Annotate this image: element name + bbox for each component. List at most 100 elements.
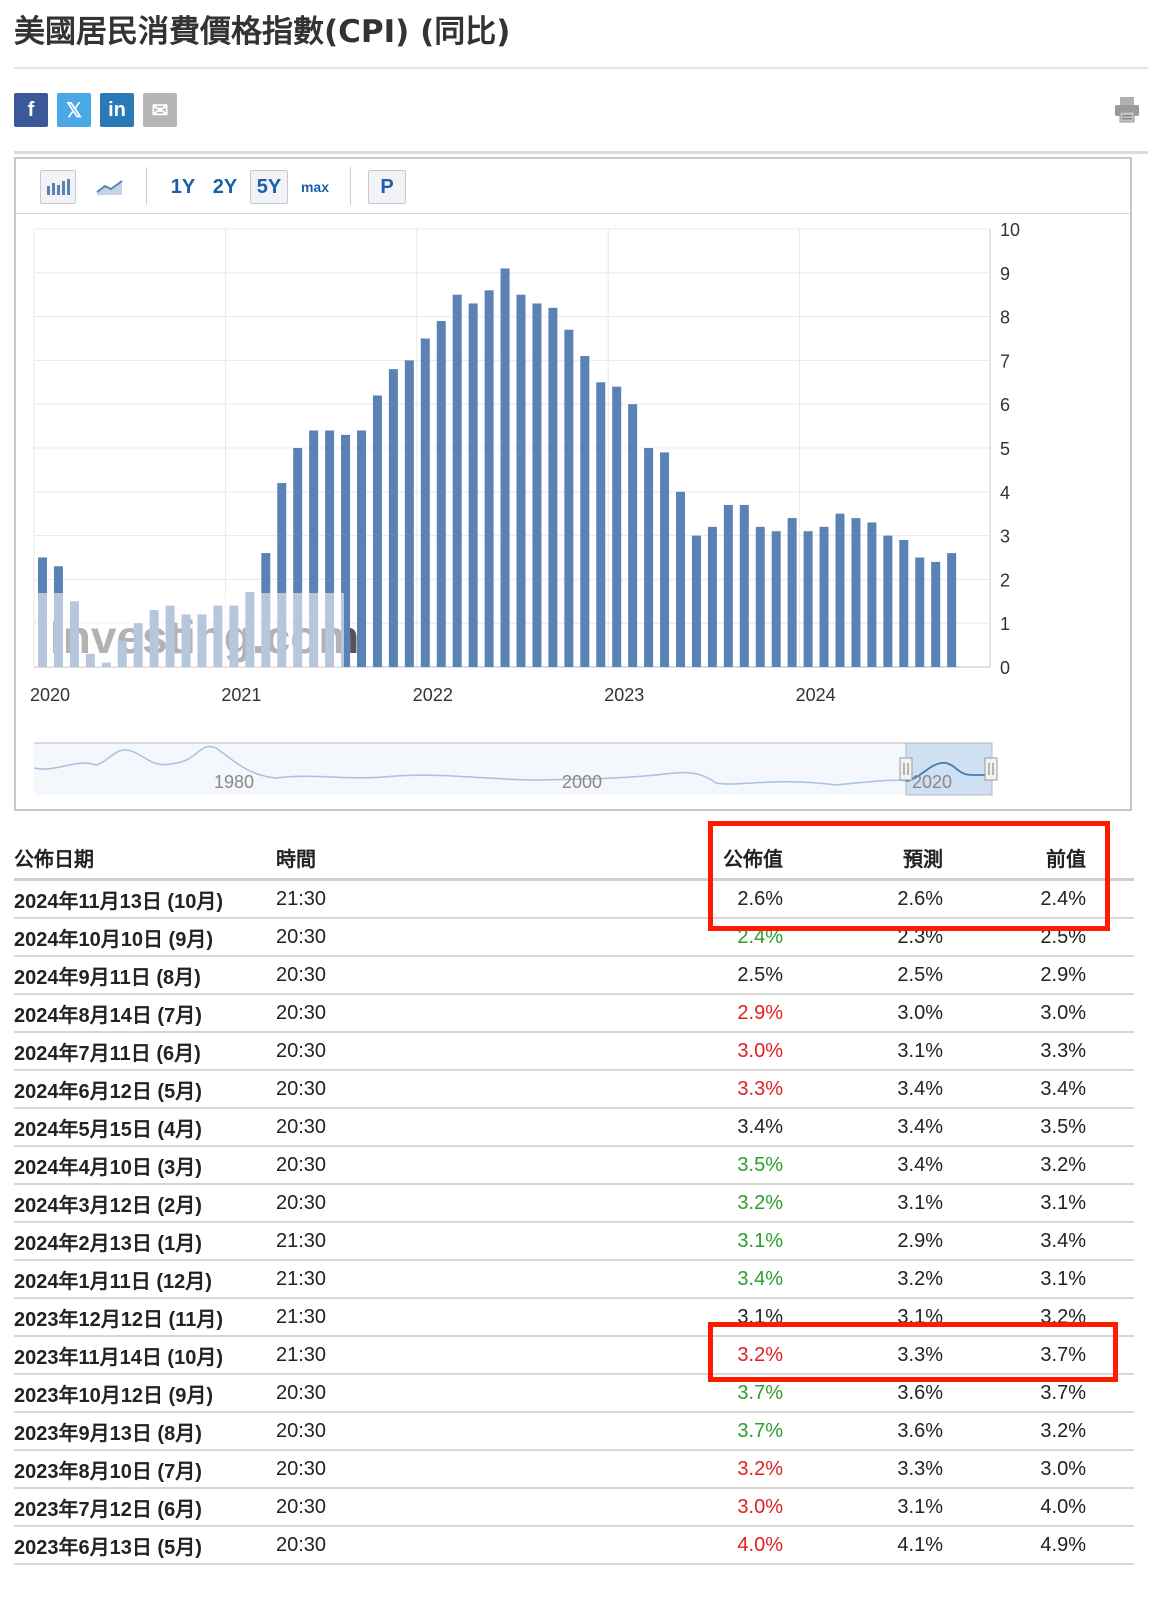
chart-panel: 1Y 2Y 5Y max P Investing.com 01234567891…: [14, 157, 1132, 811]
facebook-share-button[interactable]: f: [14, 93, 48, 127]
header-forecast[interactable]: 預測: [783, 836, 943, 881]
date-cell: 2023年11月14日 (10月): [14, 1336, 276, 1375]
table-header-row: 公佈日期 時間 公佈值 預測 前值: [14, 836, 1134, 881]
navigator-series: [33, 745, 907, 786]
y-tick-label: 8: [1000, 308, 1010, 328]
range-2y-button[interactable]: 2Y: [212, 175, 238, 198]
linkedin-share-button[interactable]: in: [100, 93, 134, 127]
header-actual[interactable]: 公佈值: [666, 836, 783, 881]
time-cell: 20:30: [276, 1526, 666, 1565]
bar: [500, 268, 510, 667]
bar: [388, 369, 398, 667]
date-cell: 2024年6月12日 (5月): [14, 1070, 276, 1109]
table-row: 2024年11月13日 (10月) 21:30 2.6% 2.6% 2.4%: [14, 879, 1134, 919]
row-spacer: [1086, 918, 1134, 957]
actual-cell: 2.4%: [666, 918, 783, 957]
bar: [341, 434, 351, 667]
range-max-button[interactable]: max: [300, 179, 330, 195]
handle-body: [984, 757, 998, 781]
header-release-date[interactable]: 公佈日期: [14, 836, 276, 881]
bar-chart-icon: [47, 179, 70, 195]
row-spacer: [1086, 1222, 1134, 1261]
bar: [468, 303, 478, 667]
actual-cell: 2.9%: [666, 994, 783, 1033]
mail-icon: ✉: [151, 99, 169, 122]
bar-chart-button[interactable]: [40, 170, 76, 204]
row-spacer: [1086, 879, 1134, 919]
time-cell: 21:30: [276, 1222, 666, 1261]
date-cell: 2023年10月12日 (9月): [14, 1374, 276, 1413]
row-spacer: [1086, 1412, 1134, 1451]
date-cell: 2024年9月11日 (8月): [14, 956, 276, 995]
time-cell: 21:30: [276, 879, 666, 919]
range-1y-button[interactable]: 1Y: [170, 175, 196, 198]
bar: [420, 338, 430, 667]
forecast-cell: 3.4%: [783, 1108, 943, 1147]
toolbar-separator: [146, 167, 147, 205]
bar: [580, 356, 590, 667]
range-5y-button[interactable]: 5Y: [250, 170, 288, 204]
header-previous[interactable]: 前值: [943, 836, 1086, 881]
row-spacer: [1086, 1146, 1134, 1185]
area-chart-button[interactable]: [92, 170, 128, 204]
time-cell: 20:30: [276, 1488, 666, 1527]
date-cell: 2024年1月11日 (12月): [14, 1260, 276, 1299]
forecast-cell: 3.4%: [783, 1146, 943, 1185]
p-button[interactable]: P: [368, 170, 406, 204]
bar: [931, 561, 941, 667]
bar: [915, 557, 925, 667]
forecast-cell: 4.1%: [783, 1526, 943, 1565]
bar: [325, 430, 335, 667]
x-tick-label: 2020: [30, 685, 70, 705]
navigator-label: 2000: [562, 772, 602, 792]
forecast-cell: 2.5%: [783, 956, 943, 995]
previous-cell: 3.3%: [943, 1032, 1086, 1071]
table-row: 2024年7月11日 (6月) 20:30 3.0% 3.1% 3.3%: [14, 1032, 1134, 1071]
actual-cell: 3.5%: [666, 1146, 783, 1185]
y-tick-label: 2: [1000, 570, 1010, 590]
date-cell: 2023年8月10日 (7月): [14, 1450, 276, 1489]
bar: [564, 329, 574, 667]
navigator-handle-left[interactable]: [899, 757, 913, 781]
y-tick-label: 1: [1000, 614, 1010, 634]
time-cell: 20:30: [276, 1108, 666, 1147]
chart-bars: [36, 268, 957, 667]
navigator-handle-right[interactable]: [984, 757, 998, 781]
time-cell: 20:30: [276, 1184, 666, 1223]
bar: [660, 452, 670, 667]
forecast-cell: 3.1%: [783, 1184, 943, 1223]
print-icon[interactable]: [1114, 96, 1140, 124]
time-cell: 20:30: [276, 918, 666, 957]
forecast-cell: 2.6%: [783, 879, 943, 919]
bar: [947, 553, 957, 667]
forecast-cell: 3.1%: [783, 1298, 943, 1337]
date-cell: 2024年7月11日 (6月): [14, 1032, 276, 1071]
forecast-cell: 3.6%: [783, 1412, 943, 1451]
facebook-icon: f: [27, 98, 35, 121]
date-cell: 2024年5月15日 (4月): [14, 1108, 276, 1147]
bar: [899, 539, 909, 667]
date-cell: 2024年11月13日 (10月): [14, 879, 276, 919]
table-row: 2024年2月13日 (1月) 21:30 3.1% 2.9% 3.4%: [14, 1222, 1134, 1261]
actual-cell: 3.0%: [666, 1032, 783, 1071]
date-cell: 2023年12月12日 (11月): [14, 1298, 276, 1337]
actual-cell: 4.0%: [666, 1526, 783, 1565]
header-time[interactable]: 時間: [276, 836, 666, 881]
table-row: 2023年7月12日 (6月) 20:30 3.0% 3.1% 4.0%: [14, 1488, 1134, 1527]
bar: [644, 448, 654, 667]
chart-grid: [33, 228, 991, 668]
email-share-button[interactable]: ✉: [143, 93, 177, 127]
bar: [771, 531, 781, 667]
page-title: 美國居民消費價格指數(CPI) (同比): [14, 14, 511, 50]
time-cell: 20:30: [276, 1450, 666, 1489]
table-row: 2024年10月10日 (9月) 20:30 2.4% 2.3% 2.5%: [14, 918, 1134, 957]
row-spacer: [1086, 994, 1134, 1033]
history-table: 公佈日期 時間 公佈值 預測 前值 2024年11月13日 (10月) 21:30…: [14, 836, 1134, 1565]
bar: [293, 448, 303, 667]
twitter-share-button[interactable]: 𝕏: [57, 93, 91, 127]
y-tick-label: 9: [1000, 264, 1010, 284]
bar: [484, 290, 494, 667]
date-cell: 2023年7月12日 (6月): [14, 1488, 276, 1527]
bar: [277, 483, 287, 667]
